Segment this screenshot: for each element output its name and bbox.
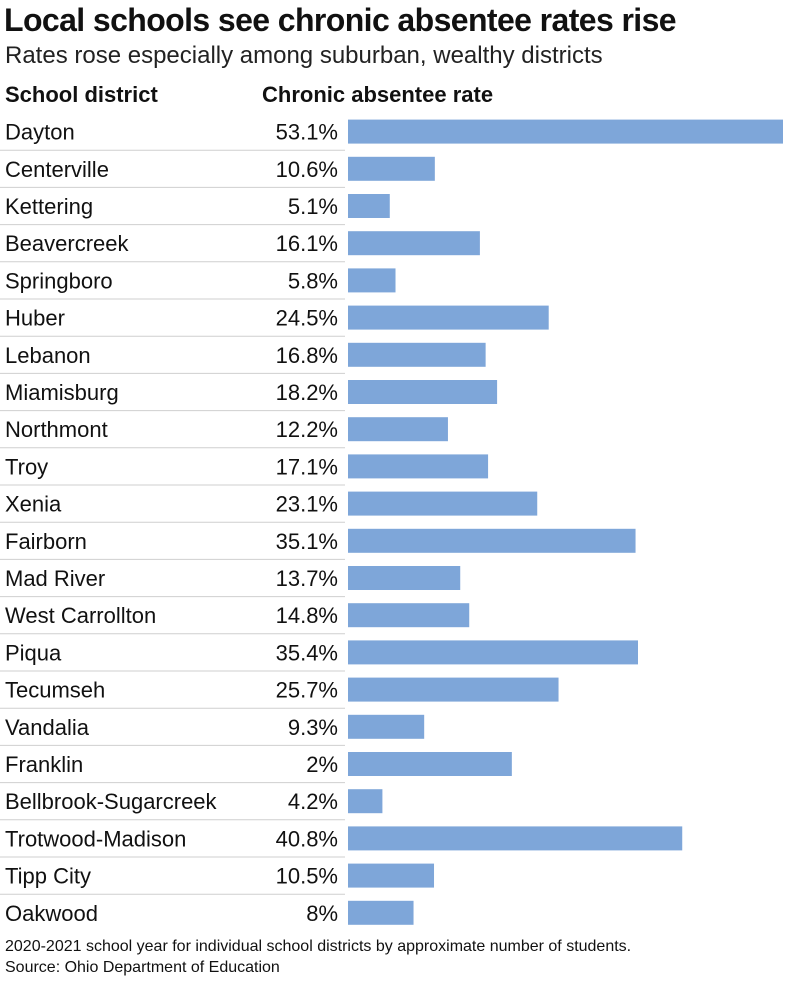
footer-source: Source: Ohio Department of Education xyxy=(5,959,280,976)
rate-label: 25.7% xyxy=(276,678,338,703)
district-label: Lebanon xyxy=(5,343,91,368)
bar-chart: Dayton 53.1% Centerville 10.6% Kettering 5.1%… xyxy=(0,119,783,926)
rate-bar xyxy=(348,714,425,739)
district-label: Kettering xyxy=(5,194,93,219)
rate-bar xyxy=(348,528,636,553)
district-label: Fairborn xyxy=(5,529,87,554)
rate-label: 14.8% xyxy=(276,603,338,628)
district-label: Trotwood-Madison xyxy=(5,826,186,851)
rate-bar xyxy=(348,863,435,888)
district-label: Piqua xyxy=(5,640,62,665)
rate-label: 16.1% xyxy=(276,231,338,256)
district-label: Tipp City xyxy=(5,864,91,889)
rate-label: 5.8% xyxy=(288,268,338,293)
chart-title: Local schools see chronic absentee rates… xyxy=(4,2,677,38)
rate-label: 18.2% xyxy=(276,380,338,405)
rate-label: 13.7% xyxy=(276,566,338,591)
rate-bar xyxy=(348,380,498,404)
district-label: Troy xyxy=(5,454,48,479)
rate-bar xyxy=(348,640,638,665)
district-label: Franklin xyxy=(5,752,83,777)
district-label: Bellbrook-Sugarcreek xyxy=(5,789,218,814)
rate-bar xyxy=(348,231,480,256)
district-label: Miamisburg xyxy=(5,380,119,405)
footer-note: 2020-2021 school year for individual sch… xyxy=(5,938,632,955)
rate-bar xyxy=(348,677,559,702)
rate-label: 9.3% xyxy=(288,715,338,740)
rate-bar xyxy=(348,900,414,925)
district-label: Vandalia xyxy=(5,715,90,740)
rate-label: 12.2% xyxy=(276,417,338,442)
rate-bar xyxy=(348,603,470,628)
rate-bar xyxy=(348,566,461,590)
rate-bar xyxy=(348,268,396,293)
rate-bar xyxy=(348,342,486,367)
rate-label: 5.1% xyxy=(288,194,338,219)
rate-label: 10.6% xyxy=(276,157,338,182)
rate-bar xyxy=(348,454,489,479)
rate-label: 53.1% xyxy=(276,120,338,145)
rate-label: 10.5% xyxy=(276,864,338,889)
rate-bar xyxy=(348,119,783,144)
district-label: Northmont xyxy=(5,417,108,442)
rate-bar xyxy=(348,752,512,776)
rate-bar xyxy=(348,491,538,516)
rate-label: 4.2% xyxy=(288,789,338,814)
rate-label: 24.5% xyxy=(276,306,338,331)
district-label: Mad River xyxy=(5,566,105,591)
rate-label: 40.8% xyxy=(276,826,338,851)
district-label: Beavercreek xyxy=(5,231,130,256)
rate-label: 8% xyxy=(306,901,338,926)
column-header-district: School district xyxy=(5,82,158,107)
district-label: Oakwood xyxy=(5,901,98,926)
district-label: Xenia xyxy=(5,492,62,517)
rate-bar xyxy=(348,417,448,442)
rate-bar xyxy=(348,305,549,330)
rate-label: 23.1% xyxy=(276,492,338,517)
rate-bar xyxy=(348,194,390,218)
rate-label: 35.1% xyxy=(276,529,338,554)
rate-label: 35.4% xyxy=(276,640,338,665)
district-label: Tecumseh xyxy=(5,678,105,703)
chart-subtitle: Rates rose especially among suburban, we… xyxy=(5,42,603,69)
rate-bar xyxy=(348,826,683,851)
district-label: Springboro xyxy=(5,268,113,293)
district-label: Dayton xyxy=(5,120,75,145)
rate-label: 16.8% xyxy=(276,343,338,368)
rate-label: 17.1% xyxy=(276,454,338,479)
rate-label: 2% xyxy=(306,752,338,777)
column-header-rate: Chronic absentee rate xyxy=(262,82,494,107)
rate-bar xyxy=(348,156,435,181)
district-label: Centerville xyxy=(5,157,109,182)
district-label: Huber xyxy=(5,306,65,331)
district-label: West Carrollton xyxy=(5,603,156,628)
rate-bar xyxy=(348,789,383,814)
